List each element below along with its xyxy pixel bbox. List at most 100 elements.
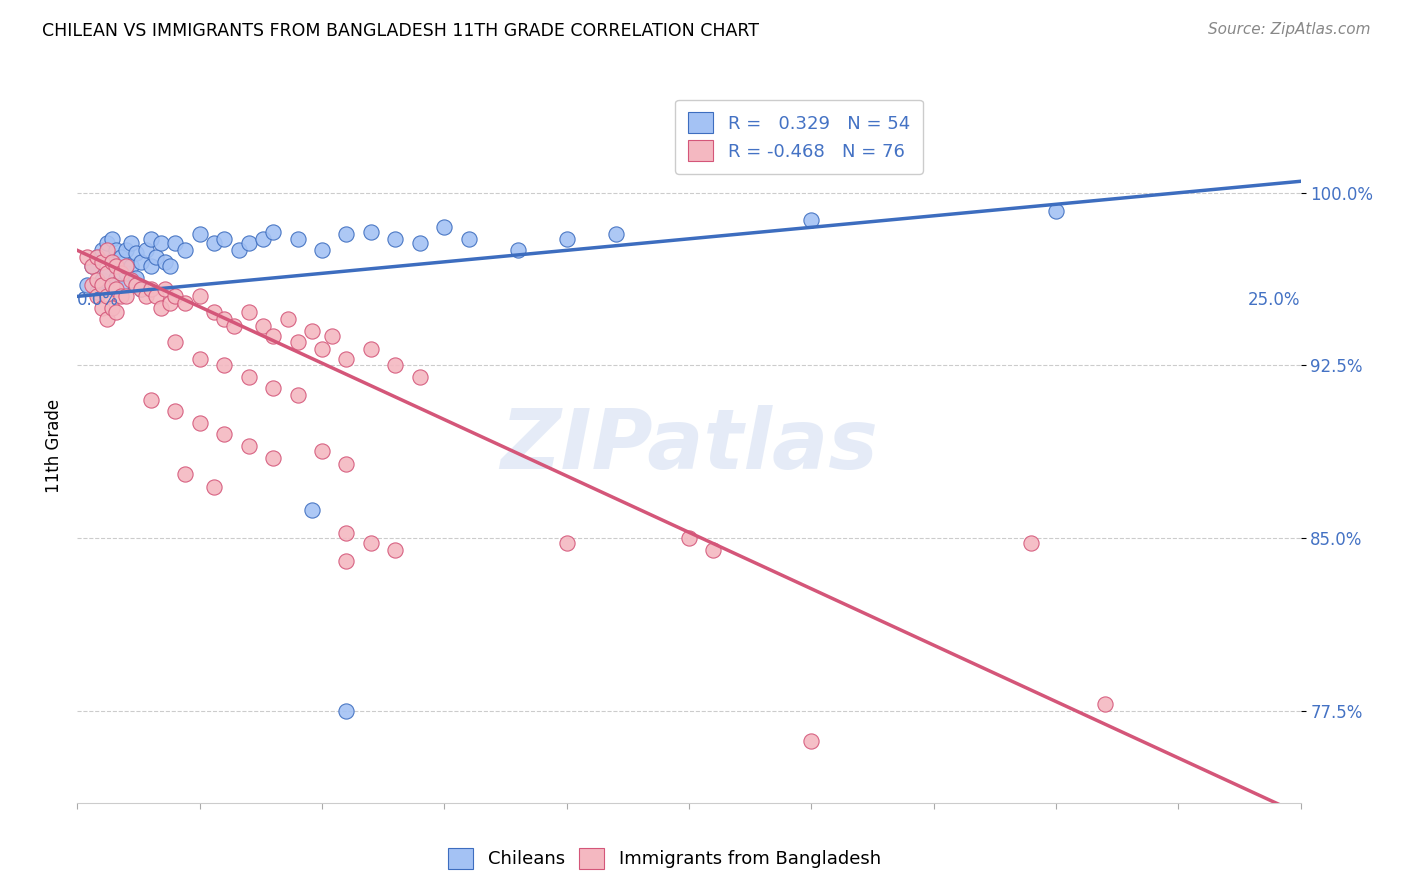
Point [335,227,357,242]
Point [125,277,148,292]
Point [262,225,284,239]
Point [105,244,128,258]
Point [301,324,323,338]
Point [702,542,724,557]
Point [139,283,162,297]
Point [457,232,479,246]
Point [287,335,309,350]
Point [238,236,260,251]
Point [135,244,157,258]
Point [155,283,177,297]
Point [800,733,823,747]
Point [110,266,132,280]
Point [125,271,148,285]
Point [105,260,128,274]
Point [90,301,112,315]
Point [238,370,260,384]
Point [125,245,148,260]
Point [165,236,187,251]
Point [335,526,357,541]
Point [262,450,284,465]
Text: ZIPatlas: ZIPatlas [501,406,877,486]
Point [96,244,118,258]
Text: 25.0%: 25.0% [1249,291,1301,310]
Point [100,255,122,269]
Point [228,244,250,258]
Point [212,359,235,373]
Point [165,335,187,350]
Point [202,480,225,494]
Point [800,213,823,227]
Point [139,232,162,246]
Point [110,277,132,292]
Point [188,227,211,242]
Point [139,260,162,274]
Point [155,255,177,269]
Point [301,503,323,517]
Point [100,255,122,269]
Point [90,255,112,269]
Point [105,271,128,285]
Point [202,236,225,251]
Point [1021,535,1043,549]
Point [506,244,529,258]
Point [129,255,152,269]
Point [96,312,118,326]
Point [335,458,357,472]
Point [96,266,118,280]
Point [605,227,627,242]
Point [129,283,152,297]
Point [86,250,108,264]
Point [100,232,122,246]
Point [165,289,187,303]
Point [159,296,181,310]
Point [115,289,138,303]
Point [96,266,118,280]
Point [287,388,309,402]
Point [174,296,197,310]
Point [335,554,357,568]
Point [80,277,103,292]
Point [238,305,260,319]
Point [555,535,578,549]
Point [120,236,142,251]
Point [409,236,432,251]
Text: 0.0%: 0.0% [77,291,120,310]
Point [188,416,211,430]
Point [145,289,167,303]
Point [165,404,187,418]
Point [135,289,157,303]
Point [86,289,108,303]
Point [335,351,357,366]
Point [384,232,406,246]
Legend: Chileans, Immigrants from Bangladesh: Chileans, Immigrants from Bangladesh [440,840,889,876]
Point [86,273,108,287]
Point [174,244,197,258]
Point [212,427,235,442]
Point [90,273,112,287]
Point [115,260,138,274]
Point [100,283,122,297]
Point [80,260,103,274]
Text: CHILEAN VS IMMIGRANTS FROM BANGLADESH 11TH GRADE CORRELATION CHART: CHILEAN VS IMMIGRANTS FROM BANGLADESH 11… [42,22,759,40]
Point [115,266,138,280]
Point [262,328,284,343]
Point [105,305,128,319]
Point [212,232,235,246]
Point [360,225,382,239]
Text: Source: ZipAtlas.com: Source: ZipAtlas.com [1208,22,1371,37]
Point [86,250,108,264]
Point [555,232,578,246]
Point [335,704,357,718]
Point [105,283,128,297]
Point [96,236,118,251]
Point [115,244,138,258]
Point [149,301,172,315]
Point [86,285,108,299]
Point [96,289,118,303]
Point [145,250,167,264]
Point [1094,697,1116,711]
Point [202,305,225,319]
Point [409,370,432,384]
Point [159,260,181,274]
